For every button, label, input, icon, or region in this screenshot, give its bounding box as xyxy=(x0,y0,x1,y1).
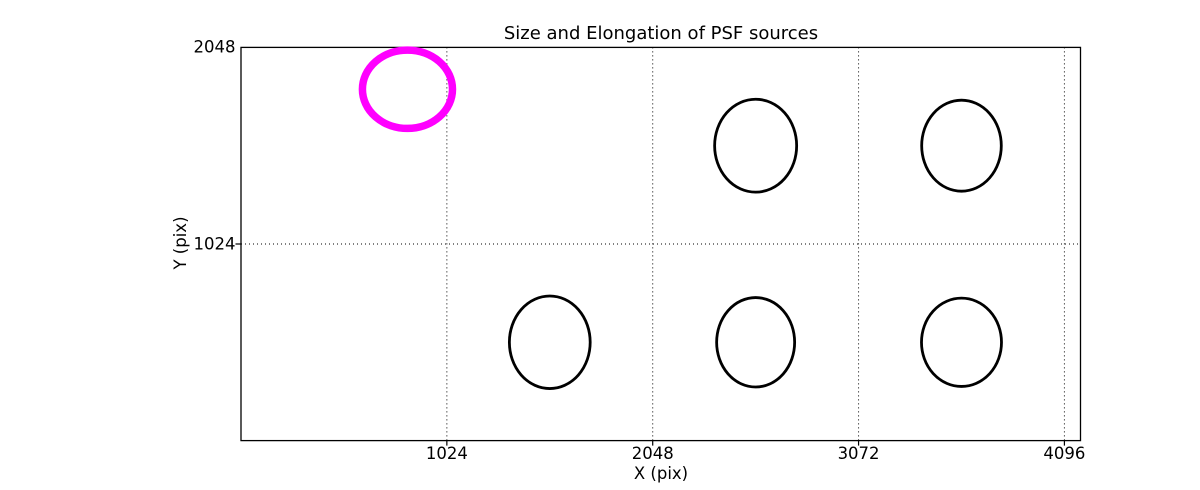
psf-ellipse xyxy=(358,46,457,133)
y-tick-label: 2048 xyxy=(193,37,236,57)
y-tick-label: 1024 xyxy=(193,234,236,254)
psf-ellipse xyxy=(715,296,797,389)
psf-ellipse xyxy=(507,294,592,390)
x-tick-label: 3072 xyxy=(837,443,880,463)
x-tick-label: 1024 xyxy=(425,443,468,463)
psf-ellipse xyxy=(920,296,1003,388)
chart-title: Size and Elongation of PSF sources xyxy=(503,23,819,44)
psf-ellipse xyxy=(920,98,1003,193)
x-axis-label: X (pix) xyxy=(633,464,689,483)
psf-ellipse xyxy=(713,97,799,194)
x-tick-label: 4096 xyxy=(1043,443,1086,463)
x-tick-label: 2048 xyxy=(631,443,674,463)
